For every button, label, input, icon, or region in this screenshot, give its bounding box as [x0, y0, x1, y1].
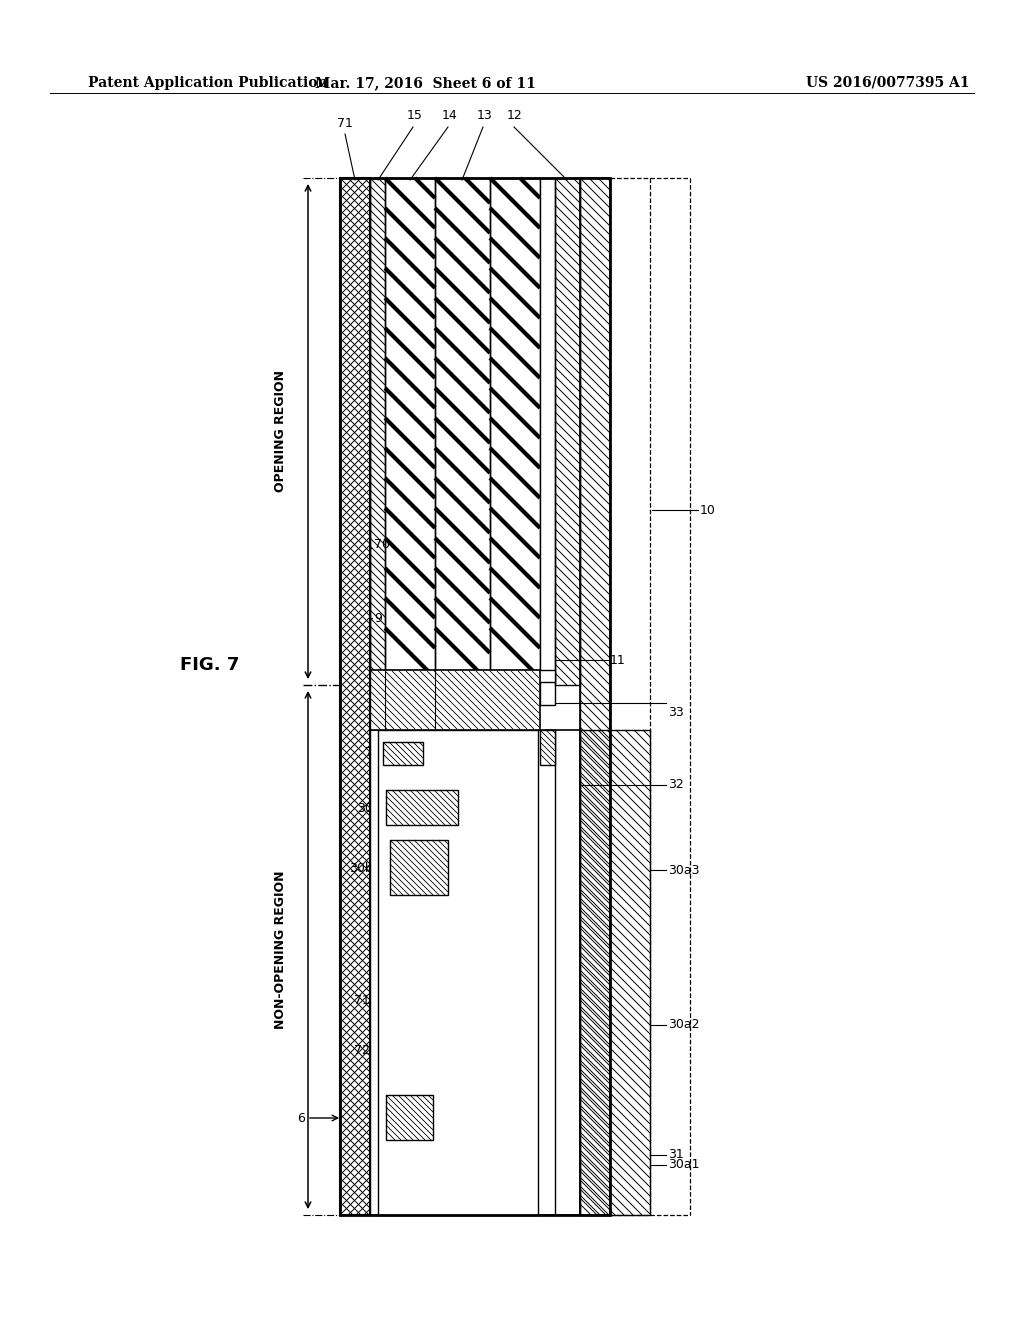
Text: 13: 13 — [477, 110, 493, 121]
Text: US 2016/0077395 A1: US 2016/0077395 A1 — [806, 77, 970, 90]
Bar — [386, 789, 458, 825]
Bar — [340, 178, 610, 1214]
Text: 70: 70 — [374, 539, 390, 552]
Text: 33: 33 — [668, 706, 684, 719]
Text: 71: 71 — [337, 117, 353, 129]
Bar — [540, 178, 555, 705]
Text: 71: 71 — [354, 994, 370, 1006]
Bar — [435, 178, 490, 685]
Text: FIG. 7: FIG. 7 — [180, 656, 240, 675]
Bar — [435, 178, 490, 685]
Bar — [385, 178, 435, 685]
Bar — [383, 742, 423, 766]
Bar — [555, 178, 580, 685]
Text: 30a3: 30a3 — [668, 863, 699, 876]
Text: Patent Application Publication: Patent Application Publication — [88, 77, 328, 90]
Text: 72: 72 — [354, 1044, 370, 1056]
Text: Mar. 17, 2016  Sheet 6 of 11: Mar. 17, 2016 Sheet 6 of 11 — [314, 77, 536, 90]
Bar — [386, 1096, 433, 1140]
Bar — [540, 730, 555, 766]
Text: 30: 30 — [357, 801, 373, 814]
Text: 30b: 30b — [349, 862, 373, 874]
Text: 7: 7 — [365, 747, 373, 759]
Bar — [378, 730, 538, 1214]
Text: 10: 10 — [700, 503, 716, 516]
Bar — [370, 671, 540, 730]
Bar — [580, 178, 610, 1214]
Bar — [490, 178, 540, 685]
Bar — [580, 730, 650, 1214]
Bar — [555, 178, 580, 685]
Bar — [370, 682, 390, 700]
Text: 31: 31 — [668, 1148, 684, 1162]
Text: 11: 11 — [610, 653, 626, 667]
Bar — [340, 178, 370, 1214]
Bar — [580, 730, 650, 1214]
Bar — [340, 178, 370, 1214]
Bar — [390, 840, 449, 895]
Text: 9: 9 — [374, 611, 382, 624]
Bar — [490, 178, 540, 685]
Bar — [385, 178, 435, 685]
Text: 30a2: 30a2 — [668, 1019, 699, 1031]
Text: 12: 12 — [507, 110, 523, 121]
Text: NON-OPENING REGION: NON-OPENING REGION — [273, 871, 287, 1030]
Text: 14: 14 — [442, 110, 458, 121]
Text: 6: 6 — [297, 1111, 305, 1125]
Bar — [580, 178, 610, 1214]
Text: 30a1: 30a1 — [668, 1159, 699, 1172]
Text: 15: 15 — [408, 110, 423, 121]
Bar — [370, 178, 385, 685]
Text: OPENING REGION: OPENING REGION — [273, 370, 287, 492]
Bar — [370, 730, 580, 1214]
Text: 32: 32 — [668, 779, 684, 792]
Bar — [370, 178, 385, 685]
Bar — [370, 671, 555, 682]
